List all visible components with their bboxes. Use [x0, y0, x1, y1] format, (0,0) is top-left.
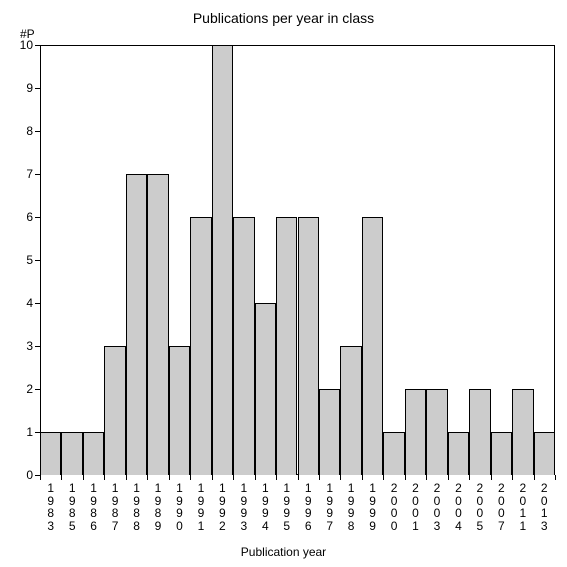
x-tick — [405, 475, 406, 480]
x-tick-label: 2000 — [383, 482, 404, 532]
x-tick-label: 2005 — [469, 482, 490, 532]
bar — [40, 432, 61, 475]
y-tick-label: 1 — [5, 425, 33, 439]
x-tick — [383, 475, 384, 480]
bar — [83, 432, 104, 475]
y-tick-label: 2 — [5, 382, 33, 396]
y-tick-label: 3 — [5, 339, 33, 353]
x-tick — [319, 475, 320, 480]
x-tick-label: 1997 — [319, 482, 340, 532]
bar — [190, 217, 211, 475]
x-tick-label: 1994 — [255, 482, 276, 532]
bar — [426, 389, 447, 475]
x-tick-label: 1989 — [147, 482, 168, 532]
bar — [383, 432, 404, 475]
bar — [212, 45, 233, 475]
bar — [276, 217, 297, 475]
bar — [340, 346, 361, 475]
bar — [362, 217, 383, 475]
y-tick — [35, 174, 40, 175]
y-tick — [35, 303, 40, 304]
y-tick-label: 4 — [5, 296, 33, 310]
y-tick-label: 8 — [5, 124, 33, 138]
y-tick — [35, 45, 40, 46]
x-tick-label: 2003 — [426, 482, 447, 532]
bar — [491, 432, 512, 475]
x-tick-label: 1988 — [126, 482, 147, 532]
bar — [298, 217, 319, 475]
x-tick — [212, 475, 213, 480]
x-tick — [126, 475, 127, 480]
bar — [469, 389, 490, 475]
x-tick — [362, 475, 363, 480]
bar — [61, 432, 82, 475]
y-tick — [35, 88, 40, 89]
bar — [512, 389, 533, 475]
x-tick — [534, 475, 535, 480]
x-tick-label: 2013 — [534, 482, 555, 532]
bar — [233, 217, 254, 475]
x-tick-label: 1991 — [190, 482, 211, 532]
y-tick-label: 5 — [5, 253, 33, 267]
x-tick-label: 1990 — [169, 482, 190, 532]
x-tick-label: 1993 — [233, 482, 254, 532]
bar — [405, 389, 426, 475]
bar — [104, 346, 125, 475]
x-tick — [340, 475, 341, 480]
x-tick — [491, 475, 492, 480]
y-tick-label: 9 — [5, 81, 33, 95]
x-tick — [233, 475, 234, 480]
x-tick — [276, 475, 277, 480]
x-tick — [104, 475, 105, 480]
x-tick-label: 1998 — [340, 482, 361, 532]
x-tick-label: 2001 — [405, 482, 426, 532]
y-tick — [35, 389, 40, 390]
bar — [319, 389, 340, 475]
x-tick — [426, 475, 427, 480]
x-tick-label: 1986 — [83, 482, 104, 532]
chart-title: Publications per year in class — [0, 10, 567, 26]
x-tick — [255, 475, 256, 480]
bar — [255, 303, 276, 475]
y-tick — [35, 260, 40, 261]
bar — [534, 432, 555, 475]
y-tick-label: 7 — [5, 167, 33, 181]
x-tick — [190, 475, 191, 480]
bar — [147, 174, 168, 475]
x-tick-label: 2011 — [512, 482, 533, 532]
x-tick — [83, 475, 84, 480]
chart-frame: Publications per year in class #P Public… — [0, 0, 567, 567]
x-tick — [469, 475, 470, 480]
x-tick-label: 2007 — [491, 482, 512, 532]
x-tick — [169, 475, 170, 480]
x-tick — [298, 475, 299, 480]
y-tick — [35, 217, 40, 218]
bar — [126, 174, 147, 475]
x-tick-label: 1985 — [61, 482, 82, 532]
y-tick — [35, 346, 40, 347]
x-tick — [40, 475, 41, 480]
x-tick-label: 1996 — [298, 482, 319, 532]
x-tick-label: 1983 — [40, 482, 61, 532]
y-tick-label: 0 — [5, 468, 33, 482]
x-tick-label: 1999 — [362, 482, 383, 532]
x-tick — [61, 475, 62, 480]
x-tick — [555, 475, 556, 480]
x-tick-label: 1995 — [276, 482, 297, 532]
bar — [448, 432, 469, 475]
x-tick — [147, 475, 148, 480]
x-tick-label: 1987 — [104, 482, 125, 532]
x-tick-label: 2004 — [448, 482, 469, 532]
x-tick — [448, 475, 449, 480]
x-tick-label: 1992 — [212, 482, 233, 532]
x-tick — [512, 475, 513, 480]
y-tick-label: 10 — [5, 38, 33, 52]
y-tick-label: 6 — [5, 210, 33, 224]
bar — [169, 346, 190, 475]
x-axis-title: Publication year — [0, 545, 567, 559]
y-tick — [35, 131, 40, 132]
